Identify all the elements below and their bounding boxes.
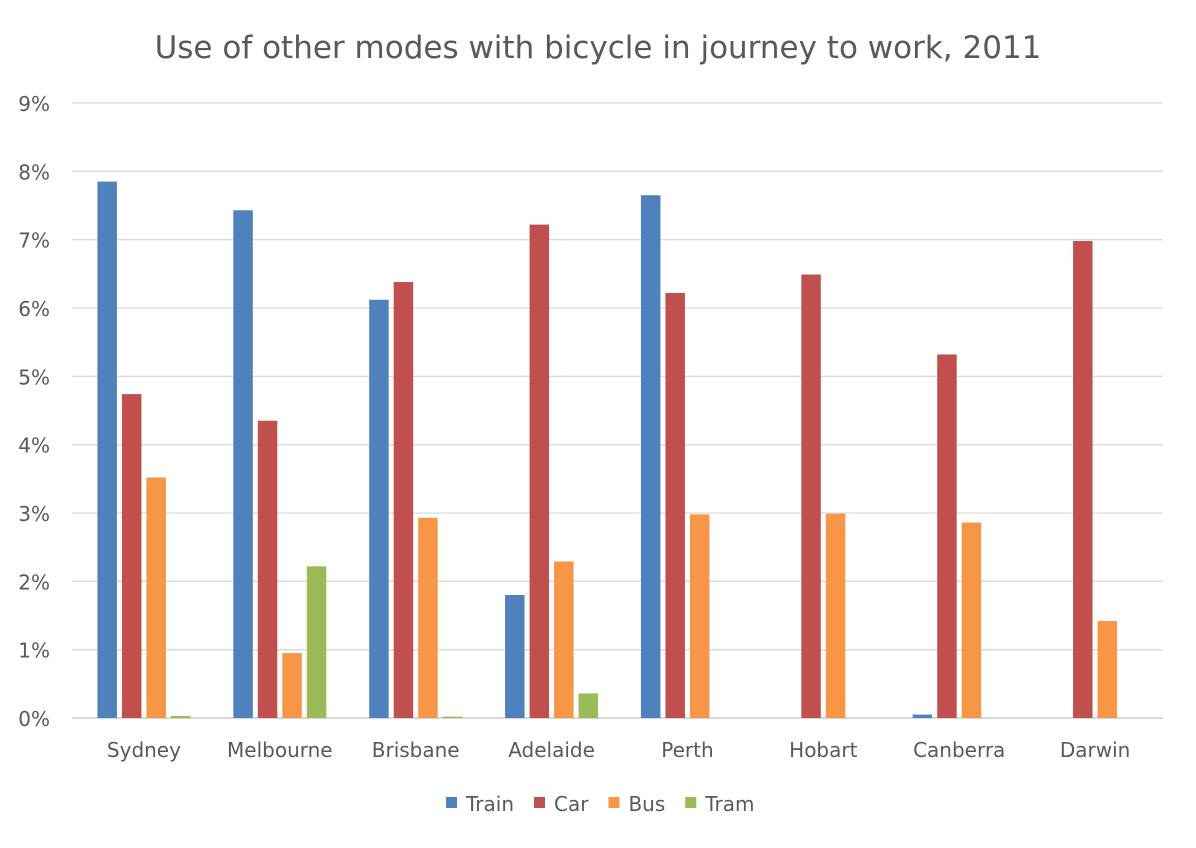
x-tick-label: Sydney [107, 738, 181, 762]
bar-train-sydney [97, 181, 117, 719]
bar-tram-melbourne [306, 566, 327, 718]
bar-car-canberra [937, 354, 957, 718]
bar-tram-brisbane [442, 716, 463, 718]
legend-label: Train [465, 792, 514, 816]
bar-train-perth [640, 195, 661, 718]
x-tick-label: Perth [661, 738, 713, 762]
y-tick-label: 5% [18, 365, 50, 389]
y-tick-label: 3% [18, 502, 50, 526]
y-tick-label: 8% [18, 160, 50, 184]
legend-swatch-car [534, 797, 545, 808]
bar-car-perth [665, 292, 685, 718]
y-tick-label: 6% [18, 297, 50, 321]
bar-bus-perth [689, 514, 710, 718]
bar-train-adelaide [505, 595, 525, 718]
y-tick-label: 9% [18, 92, 50, 116]
bar-train-melbourne [233, 210, 253, 719]
bar-bus-hobart [825, 513, 846, 718]
y-tick-label: 4% [18, 434, 50, 458]
bar-train-canberra [912, 714, 933, 718]
y-tick-label: 7% [18, 229, 50, 253]
bar-car-adelaide [529, 224, 550, 718]
legend-label: Tram [704, 792, 754, 816]
legend-swatch-train [446, 797, 457, 808]
bar-car-darwin [1073, 241, 1093, 719]
bar-car-sydney [121, 394, 142, 718]
bar-bus-sydney [146, 477, 166, 718]
bar-bus-melbourne [282, 653, 302, 718]
bar-tram-adelaide [578, 693, 599, 718]
x-tick-label: Darwin [1060, 738, 1130, 762]
bar-car-hobart [801, 274, 821, 718]
legend-swatch-tram [685, 797, 697, 808]
x-tick-label: Melbourne [227, 738, 333, 762]
bar-car-melbourne [257, 420, 278, 718]
bar-train-brisbane [369, 299, 389, 718]
legend-swatch-bus [608, 797, 620, 808]
bar-bus-brisbane [418, 517, 438, 718]
bar-tram-sydney [170, 715, 191, 718]
legend-label: Bus [628, 792, 665, 816]
bar-bus-adelaide [554, 561, 574, 718]
x-tick-label: Brisbane [372, 738, 460, 762]
bar-bus-darwin [1097, 620, 1118, 718]
bar-car-brisbane [393, 282, 414, 718]
y-tick-label: 1% [18, 639, 50, 663]
y-tick-label: 2% [18, 570, 50, 594]
y-tick-label: 0% [18, 707, 50, 731]
bar-bus-canberra [961, 522, 982, 718]
x-tick-label: Canberra [913, 738, 1005, 762]
x-tick-label: Hobart [789, 738, 857, 762]
chart-title: Use of other modes with bicycle in journ… [155, 30, 1042, 66]
x-tick-label: Adelaide [508, 738, 595, 762]
legend-label: Car [554, 792, 589, 816]
